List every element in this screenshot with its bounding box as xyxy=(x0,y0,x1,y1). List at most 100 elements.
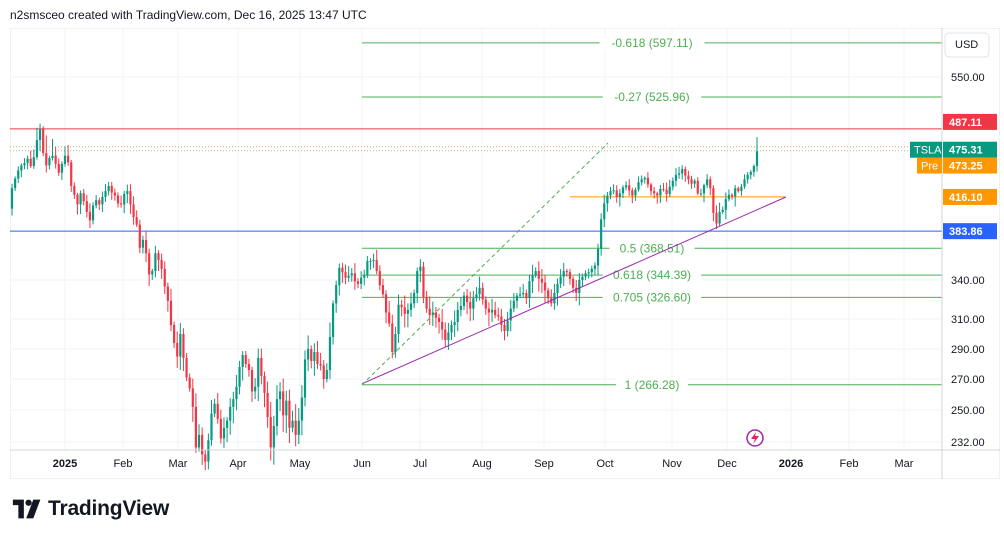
candle[interactable] xyxy=(687,170,690,185)
candle-body[interactable] xyxy=(447,332,450,341)
candle[interactable] xyxy=(621,185,625,199)
candle[interactable] xyxy=(219,409,222,444)
candle[interactable] xyxy=(353,263,356,290)
candle-body[interactable] xyxy=(746,174,749,180)
candle-body[interactable] xyxy=(238,367,241,387)
candle-body[interactable] xyxy=(26,158,29,164)
candle[interactable] xyxy=(500,308,503,332)
candle-body[interactable] xyxy=(244,355,247,364)
candle-body[interactable] xyxy=(699,193,702,195)
candle-body[interactable] xyxy=(225,420,229,428)
candle-body[interactable] xyxy=(428,308,431,316)
candle[interactable] xyxy=(755,137,759,172)
candle-body[interactable] xyxy=(469,302,472,309)
candle-body[interactable] xyxy=(104,191,107,197)
candle-body[interactable] xyxy=(434,312,438,318)
candle[interactable] xyxy=(126,184,129,204)
candle[interactable] xyxy=(285,390,288,433)
candle-body[interactable] xyxy=(23,163,26,166)
candle-body[interactable] xyxy=(677,173,681,175)
candle-body[interactable] xyxy=(129,191,132,205)
candle[interactable] xyxy=(254,378,257,400)
candle-body[interactable] xyxy=(403,307,406,314)
candle-body[interactable] xyxy=(366,261,369,276)
candle[interactable] xyxy=(459,297,462,317)
candle-body[interactable] xyxy=(132,204,135,218)
candle[interactable] xyxy=(135,210,138,227)
candle[interactable] xyxy=(91,202,95,225)
candle-body[interactable] xyxy=(241,355,244,367)
candle-body[interactable] xyxy=(553,293,556,304)
candle-body[interactable] xyxy=(391,323,394,353)
candle-body[interactable] xyxy=(148,253,151,275)
candle[interactable] xyxy=(462,292,466,311)
candle[interactable] xyxy=(434,307,438,328)
candle-body[interactable] xyxy=(409,303,413,310)
candle[interactable] xyxy=(537,261,540,292)
candle-body[interactable] xyxy=(444,329,447,341)
candle[interactable] xyxy=(141,235,145,254)
candle-body[interactable] xyxy=(571,278,575,288)
candle[interactable] xyxy=(503,319,506,341)
candle[interactable] xyxy=(176,331,179,368)
candle[interactable] xyxy=(581,273,584,287)
candle-body[interactable] xyxy=(537,271,540,279)
candle[interactable] xyxy=(363,269,366,286)
candle-body[interactable] xyxy=(690,179,693,184)
candle-body[interactable] xyxy=(475,294,478,299)
candle[interactable] xyxy=(347,265,350,282)
candle-body[interactable] xyxy=(509,308,512,321)
candle[interactable] xyxy=(82,189,85,206)
candle[interactable] xyxy=(422,261,425,304)
candle-body[interactable] xyxy=(350,273,353,276)
candle-body[interactable] xyxy=(515,295,519,301)
candle[interactable] xyxy=(515,292,519,309)
candle[interactable] xyxy=(453,310,456,337)
candle-body[interactable] xyxy=(556,283,559,293)
candle-body[interactable] xyxy=(494,309,497,316)
candle[interactable] xyxy=(60,161,63,180)
candle[interactable] xyxy=(213,398,216,418)
candle-body[interactable] xyxy=(372,259,375,262)
candle-body[interactable] xyxy=(235,386,238,400)
candle[interactable] xyxy=(584,270,587,281)
candle[interactable] xyxy=(282,378,285,432)
candle[interactable] xyxy=(316,341,319,369)
candle[interactable] xyxy=(10,183,14,216)
candle[interactable] xyxy=(151,268,154,280)
candle-body[interactable] xyxy=(91,205,95,221)
candle-body[interactable] xyxy=(257,358,260,387)
candle[interactable] xyxy=(88,203,92,229)
candle-body[interactable] xyxy=(587,272,590,274)
candle[interactable] xyxy=(104,184,107,202)
candle[interactable] xyxy=(518,286,522,299)
candle-body[interactable] xyxy=(687,175,690,180)
candle[interactable] xyxy=(45,135,48,173)
candle[interactable] xyxy=(201,427,204,465)
candle-body[interactable] xyxy=(54,155,57,164)
candle[interactable] xyxy=(478,276,481,301)
candle-body[interactable] xyxy=(88,211,92,221)
candle[interactable] xyxy=(466,289,469,315)
candle[interactable] xyxy=(272,415,275,465)
candle[interactable] xyxy=(51,138,54,161)
candle[interactable] xyxy=(288,389,291,444)
candle[interactable] xyxy=(699,188,702,197)
candle-body[interactable] xyxy=(662,188,665,190)
candle[interactable] xyxy=(534,267,537,278)
candle-body[interactable] xyxy=(621,187,625,194)
candle[interactable] xyxy=(369,258,372,270)
candle-body[interactable] xyxy=(123,194,126,205)
candle-body[interactable] xyxy=(35,140,39,158)
candle-body[interactable] xyxy=(727,194,731,200)
candle[interactable] xyxy=(528,275,531,308)
candle-body[interactable] xyxy=(154,253,157,272)
candle[interactable] xyxy=(727,189,731,202)
candle-body[interactable] xyxy=(328,337,332,370)
candle[interactable] xyxy=(677,166,681,179)
candle-body[interactable] xyxy=(712,188,715,213)
candle-body[interactable] xyxy=(534,271,537,276)
candle-body[interactable] xyxy=(151,271,154,275)
candle-body[interactable] xyxy=(157,253,160,260)
candle[interactable] xyxy=(197,424,201,452)
